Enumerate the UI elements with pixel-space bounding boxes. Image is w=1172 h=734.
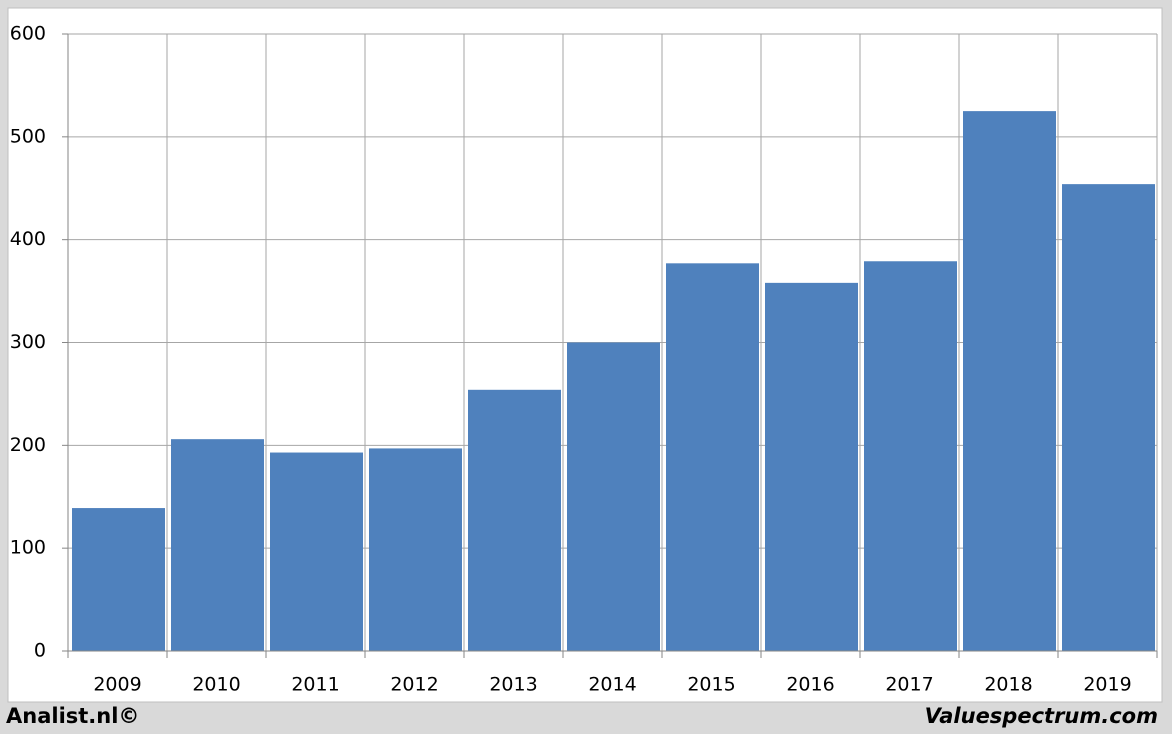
x-tick-label: 2016 (786, 674, 834, 696)
y-tick-label: 500 (10, 125, 46, 147)
y-tick-label: 0 (34, 640, 46, 662)
x-tick-label: 2015 (687, 674, 735, 696)
y-tick-label: 300 (10, 331, 46, 353)
bar (963, 111, 1056, 651)
x-tick-label: 2017 (885, 674, 933, 696)
x-tick-label: 2009 (93, 674, 141, 696)
x-tick-label: 2014 (588, 674, 636, 696)
source-right: Valuespectrum.com (925, 704, 1158, 728)
y-tick-label: 200 (10, 434, 46, 456)
x-tick-label: 2013 (489, 674, 537, 696)
x-tick-label: 2019 (1083, 674, 1131, 696)
bar (270, 452, 363, 651)
bar (72, 508, 165, 651)
bar (864, 261, 957, 651)
x-tick-label: 2012 (390, 674, 438, 696)
bar (567, 342, 660, 651)
bar (369, 448, 462, 651)
y-tick-label: 600 (10, 23, 46, 45)
source-left: Analist.nl© (6, 704, 139, 728)
bar (765, 282, 858, 651)
y-tick-label: 400 (10, 228, 46, 250)
bar (666, 263, 759, 651)
bar (1062, 184, 1155, 652)
bar (171, 439, 264, 651)
x-tick-label: 2018 (984, 674, 1032, 696)
bar (468, 389, 561, 651)
x-tick-label: 2010 (192, 674, 240, 696)
x-tick-label: 2011 (291, 674, 339, 696)
y-tick-label: 100 (10, 537, 46, 559)
